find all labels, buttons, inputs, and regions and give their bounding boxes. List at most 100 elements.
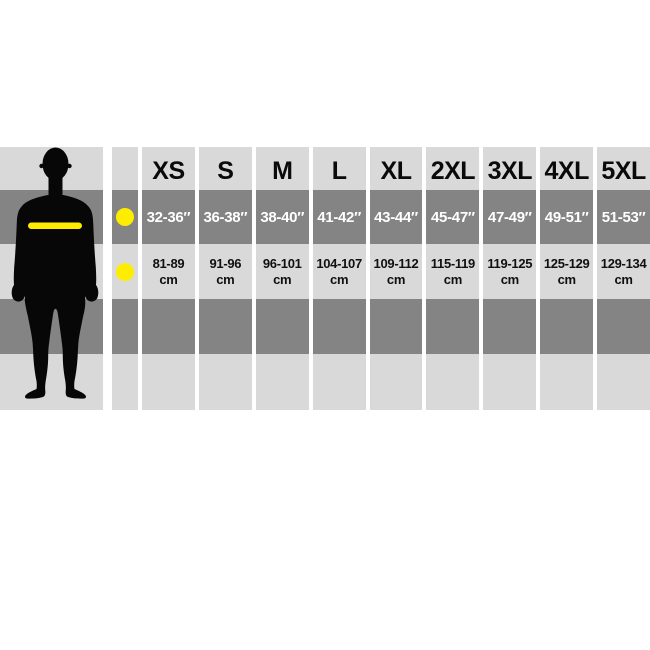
cm-unit-label: cm bbox=[500, 271, 520, 287]
male-silhouette bbox=[11, 147, 99, 399]
size-column: 3XL 47-49″ 119-125 cm bbox=[483, 147, 537, 410]
cm-unit-label: cm bbox=[330, 271, 349, 287]
size-header-cell: 2XL bbox=[426, 147, 480, 190]
size-label: M bbox=[272, 156, 293, 185]
chest-inches-cell: 36-38″ bbox=[198, 190, 252, 244]
cm-unit-label: cm bbox=[273, 271, 292, 287]
chest-inches-cell: 43-44″ bbox=[369, 190, 423, 244]
chest-cm-value: 129-134 bbox=[600, 255, 647, 271]
size-header-cell: 3XL bbox=[483, 147, 537, 190]
empty-cell bbox=[540, 354, 594, 410]
chest-cm-value: 115-119 bbox=[430, 255, 475, 271]
size-column: 2XL 45-47″ 115-119 cm bbox=[426, 147, 480, 410]
chest-inches-value: 38-40″ bbox=[260, 208, 305, 226]
chest-inches-value: 32-36″ bbox=[146, 208, 191, 226]
empty-cell bbox=[255, 354, 309, 410]
empty-cell bbox=[198, 299, 252, 354]
empty-cell bbox=[142, 354, 195, 410]
size-column: XL 43-44″ 109-112 cm bbox=[369, 147, 423, 410]
silhouette-ear-right bbox=[67, 163, 72, 169]
chest-cm-value: 109-112 bbox=[373, 255, 419, 271]
size-column: 5XL 51-53″ 129-134 cm bbox=[597, 147, 650, 410]
chest-inches-value: 45-47″ bbox=[431, 208, 475, 226]
chest-measure-dot-icon bbox=[116, 262, 134, 281]
chest-cm-cell: 115-119 cm bbox=[426, 244, 480, 299]
chest-inches-value: 36-38″ bbox=[203, 208, 248, 226]
silhouette-neck bbox=[48, 168, 63, 200]
chest-inches-value: 41-42″ bbox=[317, 208, 361, 226]
dot-inches-cell bbox=[112, 190, 138, 244]
size-label: L bbox=[331, 156, 347, 185]
size-header-cell: 4XL bbox=[540, 147, 594, 190]
cm-unit-label: cm bbox=[443, 271, 463, 287]
chest-cm-cell: 91-96 cm bbox=[198, 244, 252, 299]
empty-cell bbox=[426, 354, 480, 410]
chest-measure-dot-icon bbox=[116, 208, 134, 226]
size-label: 3XL bbox=[487, 156, 533, 185]
empty-cell bbox=[483, 354, 537, 410]
size-label: 4XL bbox=[544, 156, 590, 185]
chest-inches-cell: 41-42″ bbox=[312, 190, 366, 244]
chest-cm-value: 91-96 bbox=[209, 255, 242, 271]
size-column: XS 32-36″ 81-89 cm bbox=[142, 147, 195, 410]
chest-inches-cell: 32-36″ bbox=[142, 190, 195, 244]
size-header-cell: XL bbox=[369, 147, 423, 190]
empty-cell bbox=[112, 354, 138, 410]
measure-dot-column bbox=[112, 147, 138, 410]
chest-cm-value: 104-107 bbox=[316, 255, 362, 271]
size-column: M 38-40″ 96-101 cm bbox=[255, 147, 309, 410]
empty-cell bbox=[483, 299, 537, 354]
size-column: 4XL 49-51″ 125-129 cm bbox=[540, 147, 594, 410]
dot-header-cell bbox=[112, 147, 138, 190]
size-header-cell: 5XL bbox=[597, 147, 650, 190]
empty-cell bbox=[597, 354, 650, 410]
cm-unit-label: cm bbox=[216, 271, 235, 287]
chest-cm-cell: 96-101 cm bbox=[255, 244, 309, 299]
chest-cm-value: 81-89 bbox=[152, 255, 185, 271]
chest-cm-cell: 81-89 cm bbox=[142, 244, 195, 299]
size-header-cell: XS bbox=[142, 147, 195, 190]
chest-inches-value: 43-44″ bbox=[374, 208, 418, 226]
size-column: S 36-38″ 91-96 cm bbox=[198, 147, 252, 410]
chest-cm-cell: 119-125 cm bbox=[483, 244, 537, 299]
empty-cell bbox=[369, 299, 423, 354]
chest-cm-cell: 104-107 cm bbox=[312, 244, 366, 299]
empty-cell bbox=[312, 354, 366, 410]
cm-unit-label: cm bbox=[159, 271, 178, 287]
silhouette-ear-left bbox=[39, 163, 44, 169]
chest-inches-cell: 45-47″ bbox=[426, 190, 480, 244]
chest-cm-cell: 129-134 cm bbox=[597, 244, 650, 299]
empty-cell bbox=[540, 299, 594, 354]
empty-cell bbox=[142, 299, 195, 354]
empty-cell bbox=[426, 299, 480, 354]
chest-inches-cell: 51-53″ bbox=[597, 190, 650, 244]
chest-cm-value: 125-129 bbox=[543, 255, 590, 271]
dot-cm-cell bbox=[112, 244, 138, 299]
chest-inches-value: 51-53″ bbox=[601, 208, 646, 226]
size-label: 5XL bbox=[601, 156, 646, 185]
size-column: L 41-42″ 104-107 cm bbox=[312, 147, 366, 410]
size-label: XS bbox=[152, 156, 185, 185]
empty-cell bbox=[369, 354, 423, 410]
size-header-cell: L bbox=[312, 147, 366, 190]
size-label: 2XL bbox=[430, 156, 476, 185]
chest-cm-cell: 125-129 cm bbox=[540, 244, 594, 299]
chest-inches-cell: 38-40″ bbox=[255, 190, 309, 244]
size-header-cell: S bbox=[198, 147, 252, 190]
chest-inches-cell: 47-49″ bbox=[483, 190, 537, 244]
figure-bg-stripe bbox=[0, 354, 103, 410]
chest-cm-value: 119-125 bbox=[487, 255, 533, 271]
silhouette-body bbox=[11, 195, 99, 399]
cm-unit-label: cm bbox=[386, 271, 406, 287]
chest-cm-cell: 109-112 cm bbox=[369, 244, 423, 299]
cm-unit-label: cm bbox=[557, 271, 577, 287]
chest-inches-value: 47-49″ bbox=[487, 208, 532, 226]
size-label: S bbox=[217, 156, 234, 185]
chest-cm-value: 96-101 bbox=[262, 255, 302, 271]
cm-unit-label: cm bbox=[614, 271, 633, 287]
size-chart-table: XS 32-36″ 81-89 cm S 36-38″ 91-96 cm M 3… bbox=[0, 147, 650, 410]
chest-inches-value: 49-51″ bbox=[544, 208, 589, 226]
chest-inches-cell: 49-51″ bbox=[540, 190, 594, 244]
empty-cell bbox=[312, 299, 366, 354]
